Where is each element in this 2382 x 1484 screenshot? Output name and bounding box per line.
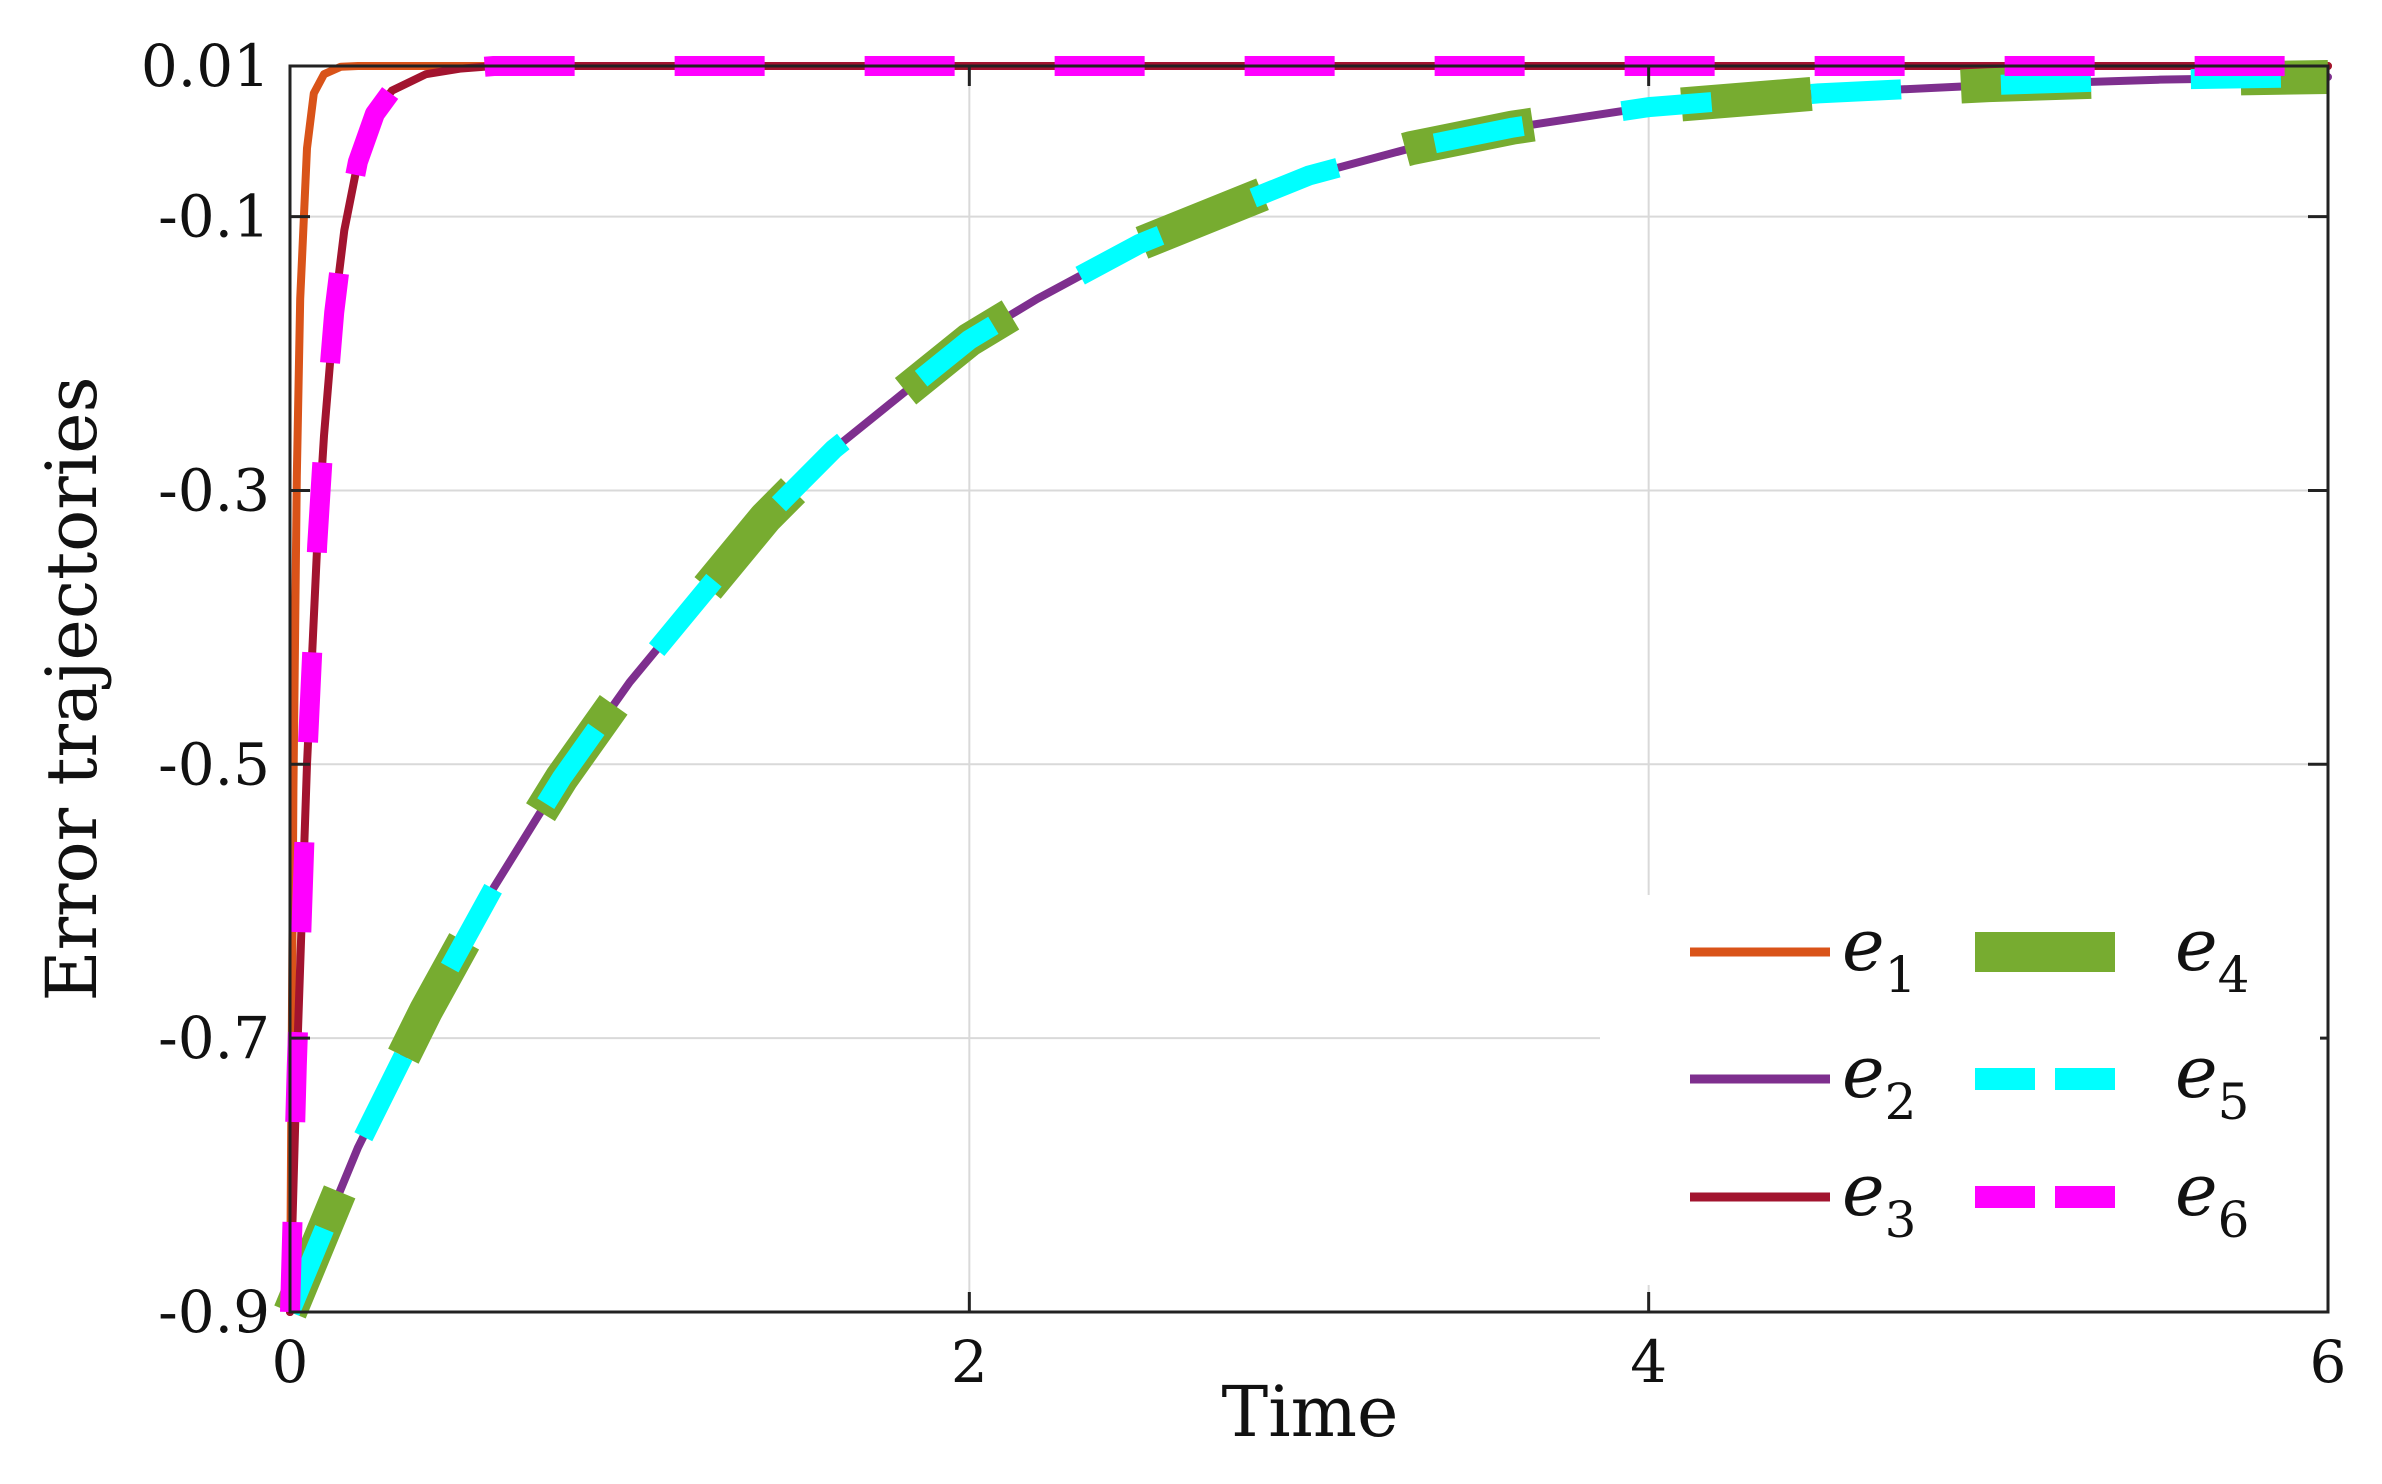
y-tick-label: -0.3 (158, 456, 270, 524)
series-line-e6 (280, 56, 2328, 1313)
y-tick-label: -0.1 (158, 183, 270, 251)
x-tick-label: 0 (272, 1328, 309, 1396)
x-tick-label: 2 (951, 1328, 988, 1396)
series-line-e5 (280, 67, 2329, 1316)
y-tick-label: -0.9 (158, 1278, 270, 1346)
y-axis-label: Error trajectories (31, 376, 113, 1001)
legend-label-e1: e1 (1842, 903, 1916, 1004)
legend-label-e4: e4 (2175, 903, 2249, 1004)
x-tick-label: 4 (1630, 1328, 1667, 1396)
legend-label-e6: e6 (2175, 1148, 2249, 1249)
x-tick-label: 6 (2310, 1328, 2347, 1396)
legend-label-e5: e5 (2175, 1030, 2249, 1131)
plot-frame (288, 64, 2330, 1314)
y-tick-label: -0.7 (158, 1004, 270, 1072)
legend: e1 e4 e2 e5 e3 e6 (1600, 895, 2320, 1285)
legend-label-e3: e3 (1842, 1148, 1916, 1249)
legend-label-e2: e2 (1842, 1030, 1916, 1131)
axis-ticks: 0 2 4 6 0.01 -0.1 -0.3 -0.5 -0.7 -0.9 (141, 32, 2347, 1396)
y-tick-label: -0.5 (158, 730, 270, 798)
x-axis-label: Time (1222, 1371, 1399, 1453)
y-tick-label: 0.01 (141, 32, 270, 100)
legend-box (1600, 895, 2320, 1285)
